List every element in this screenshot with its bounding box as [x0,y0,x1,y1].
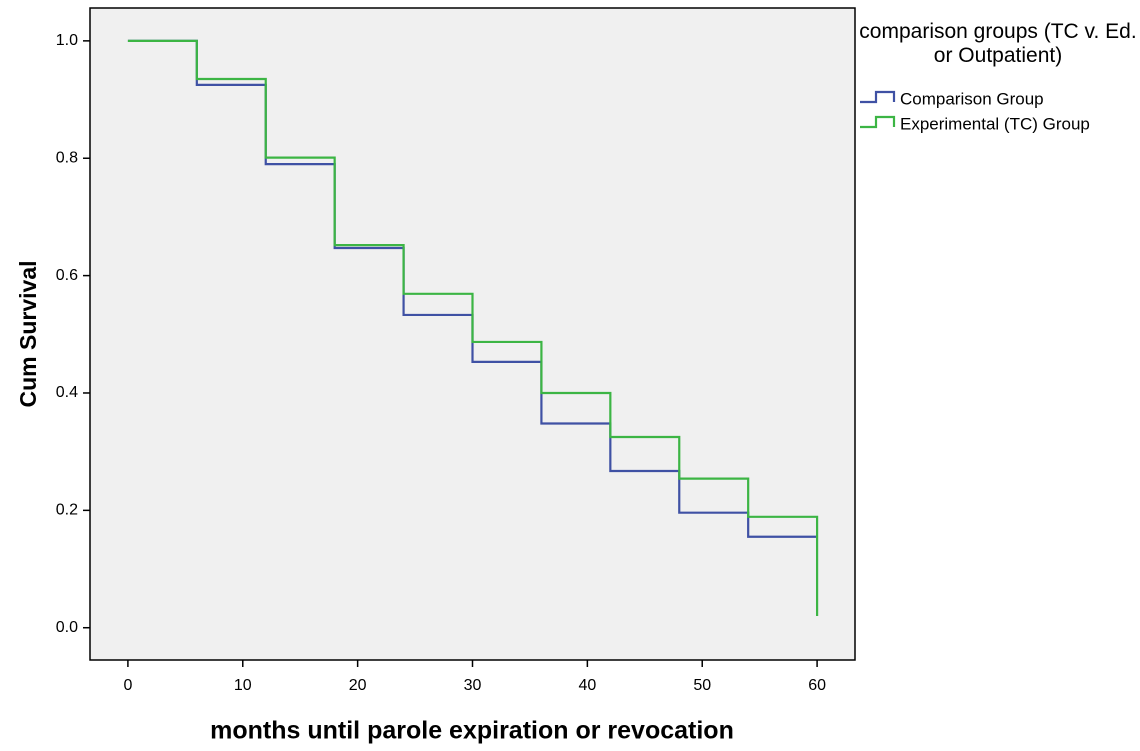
x-tick-label: 10 [234,677,252,694]
legend-label: Experimental (TC) Group [900,114,1090,133]
x-tick-label: 0 [123,677,132,694]
x-tick-label: 30 [464,677,482,694]
x-tick-label: 50 [693,677,711,694]
x-axis-title: months until parole expiration or revoca… [210,717,734,745]
legend-swatch [860,115,896,129]
x-tick-label: 60 [808,677,826,694]
legend-swatch [860,90,896,104]
survival-line [127,39,819,616]
x-tick-label: 40 [578,677,596,694]
x-tick-label: 20 [349,677,367,694]
y-tick-label: 0.0 [56,619,78,636]
legend-title: comparison groups (TC v. Ed. or Outpatie… [859,20,1137,67]
y-tick-label: 0.8 [56,149,78,166]
y-axis-title: Cum Survival [15,261,41,408]
y-tick-label: 0.4 [56,384,78,401]
y-tick-label: 0.2 [56,502,78,519]
legend-label: Comparison Group [900,89,1044,108]
y-tick-label: 1.0 [56,32,78,49]
y-tick-label: 0.6 [56,267,78,284]
